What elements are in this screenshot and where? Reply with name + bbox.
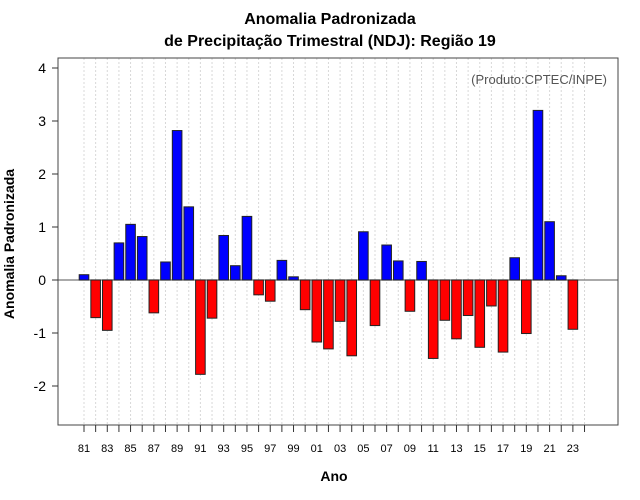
bar-2022	[555, 275, 567, 281]
x-tick-label: 21	[543, 443, 555, 455]
grid-lines	[83, 58, 586, 425]
bar-2005	[358, 231, 369, 281]
y-tick-label: -2	[34, 378, 47, 394]
y-tick-label: 4	[38, 60, 46, 76]
bar-1994	[230, 265, 241, 281]
bar-1992	[206, 279, 218, 319]
x-tick-label: 13	[450, 443, 462, 455]
x-tick-label: 23	[567, 443, 579, 455]
x-tick-label: 19	[520, 443, 532, 455]
x-tick-label: 81	[78, 443, 90, 455]
bar-2017	[497, 279, 509, 353]
x-tick-label: 17	[497, 443, 509, 455]
bar-2001	[311, 279, 323, 343]
bar-1993	[218, 234, 229, 281]
bar-2019	[521, 279, 532, 335]
bar-2010	[416, 260, 427, 281]
chart-title-line1: Anomalia Padronizada	[244, 11, 416, 28]
x-tick-label: 99	[287, 443, 299, 455]
bar-1998	[276, 259, 288, 281]
bar-2000	[299, 279, 311, 311]
bar-1996	[253, 279, 264, 296]
bar-1995	[241, 215, 253, 281]
x-tick-label: 91	[194, 443, 206, 455]
bar-1982	[90, 279, 101, 319]
bar-1990	[183, 206, 195, 281]
bar-1989	[171, 130, 183, 281]
plot-frame	[57, 57, 619, 426]
bar-1983	[101, 279, 113, 331]
y-tick-label: -1	[34, 325, 47, 341]
bar-1997	[264, 279, 276, 302]
bar-2009	[404, 279, 416, 312]
bar-2018	[509, 257, 520, 281]
y-tick-label: 3	[38, 113, 46, 129]
bar-2012	[439, 279, 451, 321]
bar-2021	[544, 221, 555, 281]
bar-1985	[125, 223, 136, 281]
x-tick-label: 87	[148, 443, 160, 455]
source-annotation: (Produto:CPTEC/INPE)	[471, 72, 607, 87]
bar-1987	[148, 279, 160, 314]
bar-2007	[381, 244, 392, 281]
x-tick-label: 11	[427, 443, 438, 455]
x-axis-label: Ano	[320, 468, 347, 484]
x-axis: 81 83 85 87 89 91 93 95 97 99 01 03 05 07 09 11 13 15 17 19…	[78, 425, 586, 455]
bar-2020	[532, 109, 544, 281]
bar-1991	[195, 279, 206, 375]
y-tick-label: 1	[38, 219, 46, 235]
bar-2016	[486, 279, 497, 307]
x-tick-label: 93	[218, 443, 230, 455]
y-axis-label: Anomalia Padronizada	[1, 169, 17, 319]
x-tick-label: 03	[334, 443, 346, 455]
x-tick-label: 97	[264, 443, 276, 455]
bar-2004	[346, 279, 358, 357]
x-tick-label: 15	[474, 443, 486, 455]
x-tick-label: 83	[101, 443, 113, 455]
y-tick-label: 0	[38, 272, 46, 288]
bar-2011	[427, 279, 439, 359]
x-tick-label: 89	[171, 443, 183, 455]
bar-2008	[392, 260, 404, 281]
bar-2006	[369, 279, 381, 327]
bar-1988	[160, 261, 171, 281]
bar-2014	[462, 279, 474, 317]
bar-2015	[474, 279, 486, 348]
x-tick-label: 05	[357, 443, 369, 455]
bar-2003	[334, 279, 346, 322]
bars	[78, 109, 579, 375]
x-tick-label: 09	[404, 443, 416, 455]
x-tick-label: 85	[124, 443, 136, 455]
chart-title-line2: de Precipitação Trimestral (NDJ): Região…	[164, 33, 496, 50]
bar-2013	[451, 279, 462, 340]
x-tick-label: 07	[381, 443, 393, 455]
bar-1999	[288, 276, 299, 281]
y-tick-label: 2	[38, 166, 46, 182]
y-axis: -2 -1 0 1 2 3 4	[34, 60, 58, 394]
bar-2023	[567, 279, 579, 330]
bar-1984	[113, 242, 125, 281]
bar-1986	[136, 236, 148, 281]
x-tick-label: 01	[311, 443, 323, 455]
bar-2002	[323, 279, 334, 350]
bar-1981	[78, 274, 90, 281]
x-tick-label: 95	[241, 443, 253, 455]
